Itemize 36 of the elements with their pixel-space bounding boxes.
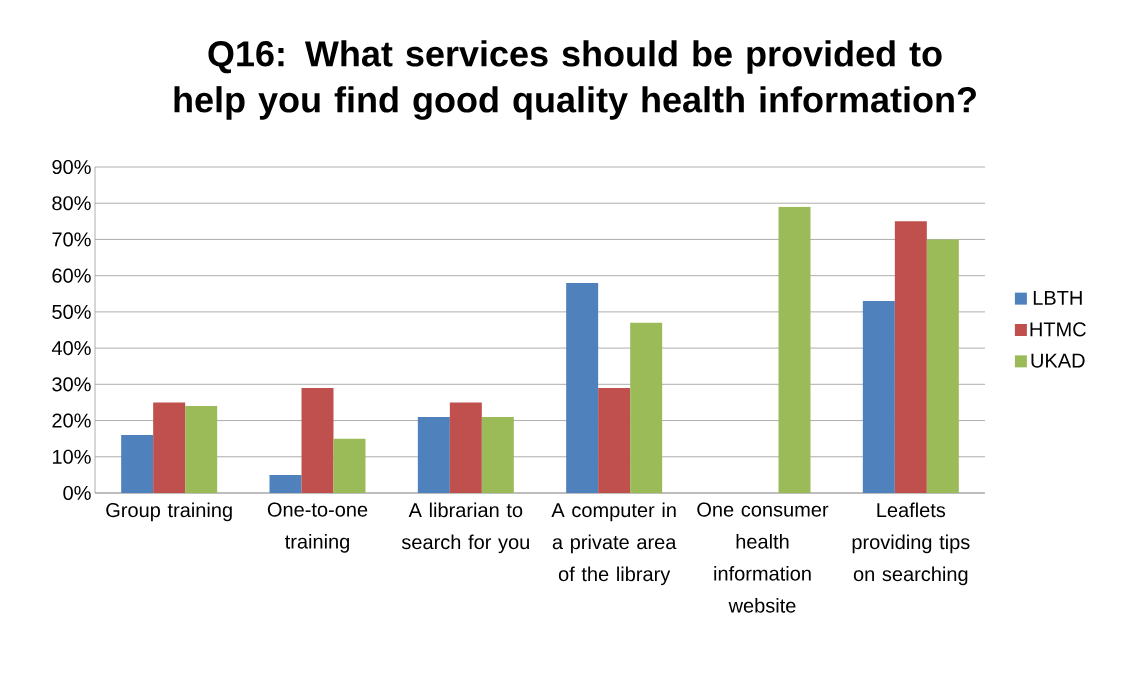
- bar: [630, 322, 663, 493]
- y-tick-label: 50%: [52, 304, 91, 319]
- y-tick-label: 40%: [51, 341, 91, 356]
- y-tick-label: 10%: [52, 449, 91, 464]
- bar: [121, 435, 154, 493]
- bar: [301, 387, 334, 493]
- y-tick-label: 80%: [52, 196, 91, 211]
- x-tick-label: A computer in a private area of the library: [551, 502, 677, 586]
- legend-label: HTMC: [1030, 322, 1086, 337]
- y-tick-label: 20%: [52, 413, 91, 428]
- y-tick-label: 90%: [52, 159, 91, 175]
- legend-label: LBTH: [1033, 291, 1082, 305]
- x-tick-label: A librarian to search for you: [401, 502, 529, 554]
- bar: [926, 239, 959, 493]
- x-tick-label: Leaflets providing tips on searching: [852, 502, 970, 586]
- bar: [862, 301, 895, 493]
- x-tick-label: Group training: [106, 502, 232, 522]
- bar: [894, 221, 927, 493]
- y-tick-label: 60%: [52, 268, 91, 283]
- bar: [481, 416, 514, 493]
- y-tick-label: 70%: [52, 232, 91, 247]
- bar: [269, 474, 302, 493]
- bar: [333, 438, 366, 493]
- legend-label: UKAD: [1031, 353, 1085, 368]
- chart-title: Q16: What services should be provided to help you find good quality health information?: [174, 40, 976, 120]
- y-tick-label: 30%: [52, 377, 91, 392]
- y-tick-label: 0%: [63, 485, 91, 501]
- bar: [153, 402, 186, 493]
- bar: [449, 402, 482, 493]
- bar: [417, 416, 450, 493]
- bar: [778, 206, 811, 493]
- x-tick-label: One consumer health information website: [697, 502, 829, 613]
- bar: [598, 387, 631, 493]
- bar: [566, 282, 599, 493]
- bar: [185, 406, 218, 493]
- x-tick-label: One-to-one training: [267, 502, 368, 553]
